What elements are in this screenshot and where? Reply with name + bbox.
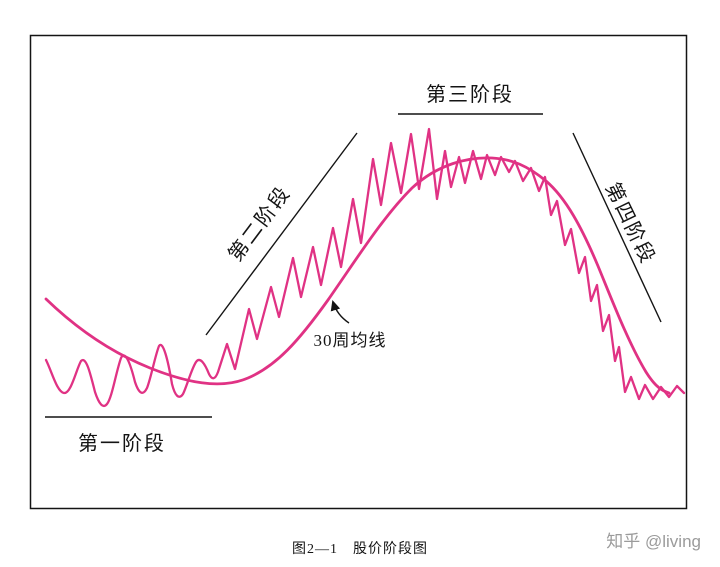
stage4-trendline — [572, 132, 662, 323]
figure-caption: 图2—1 股价阶段图 — [292, 542, 428, 557]
watermark: 知乎 @living — [606, 532, 701, 551]
moving-average-line — [44, 156, 671, 395]
price-line — [44, 127, 686, 408]
figure-border — [29, 34, 688, 510]
stage2-trendline — [205, 132, 358, 336]
stage3-label: 第三阶段 — [426, 84, 514, 106]
ma-pointer-arrow — [330, 299, 350, 324]
stage1-label: 第一阶段 — [78, 433, 166, 455]
moving-average-label: 30周均线 — [313, 331, 387, 350]
